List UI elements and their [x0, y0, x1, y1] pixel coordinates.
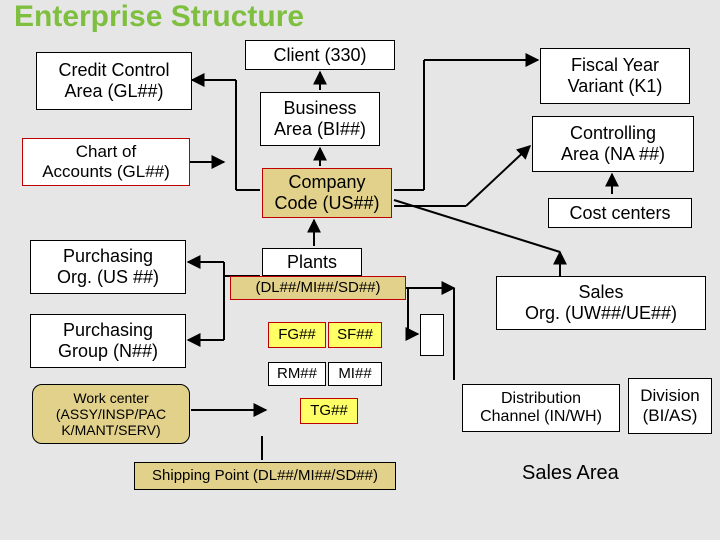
box-business-area: Business Area (BI##)	[260, 92, 380, 146]
box-fg: FG##	[268, 322, 326, 348]
box-client: Client (330)	[245, 40, 395, 70]
box-distribution: Distribution Channel (IN/WH)	[462, 384, 620, 432]
box-sf: SF##	[328, 322, 382, 348]
diagram-title: Enterprise Structure	[14, 0, 304, 34]
box-cost-centers: Cost centers	[548, 198, 692, 228]
box-rm: RM##	[268, 362, 326, 386]
box-fiscal-year: Fiscal Year Variant (K1)	[540, 48, 690, 104]
box-plants-codes: (DL##/MI##/SD##)	[230, 276, 406, 300]
box-purchasing-grp: Purchasing Group (N##)	[30, 314, 186, 368]
box-credit-control: Credit Control Area (GL##)	[36, 52, 192, 110]
box-warehouse	[420, 314, 444, 356]
box-controlling: Controlling Area (NA ##)	[532, 116, 694, 172]
box-shipping-point: Shipping Point (DL##/MI##/SD##)	[134, 462, 396, 490]
box-plants-header: Plants	[262, 248, 362, 276]
box-tg: TG##	[300, 398, 358, 424]
box-company-code: Company Code (US##)	[262, 168, 392, 218]
box-chart-accounts: Chart of Accounts (GL##)	[22, 138, 190, 186]
box-mi: MI##	[328, 362, 382, 386]
box-work-center: Work center (ASSY/INSP/PAC K/MANT/SERV)	[32, 384, 190, 444]
box-purchasing-org: Purchasing Org. (US ##)	[30, 240, 186, 294]
label-sales-area: Sales Area	[522, 462, 619, 485]
box-division: Division (BI/AS)	[628, 378, 712, 434]
box-sales-org: Sales Org. (UW##/UE##)	[496, 276, 706, 330]
diagram-stage: Enterprise Structure Client (330) Credit C…	[0, 0, 720, 540]
